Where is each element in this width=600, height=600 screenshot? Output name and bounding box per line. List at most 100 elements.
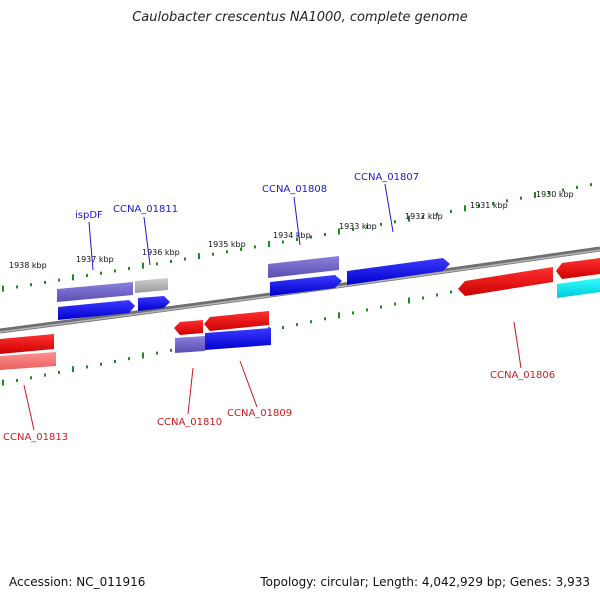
ruler-tick xyxy=(156,351,158,355)
gene-label-reverse[interactable]: CCNA_01813 xyxy=(3,432,68,443)
feature-ccna01808-gene xyxy=(270,275,342,296)
ruler-tick xyxy=(436,293,438,297)
feature-ccna01811-gene xyxy=(138,296,170,311)
feature-ccna01809-rna xyxy=(205,328,271,350)
ruler-tick xyxy=(226,250,228,254)
ruler-tick xyxy=(576,185,578,189)
ruler-tick xyxy=(44,373,46,377)
ruler-tick xyxy=(184,257,186,261)
ruler-tick xyxy=(352,311,354,315)
tick-label: 1932 kbp xyxy=(405,212,443,221)
feature-ccna01810-rna xyxy=(175,336,205,353)
ruler-tick xyxy=(506,199,508,203)
feature-ccna01809-gene xyxy=(204,311,269,331)
leader-ccna01806 xyxy=(513,321,522,369)
ruler-tick xyxy=(366,225,368,229)
ruler-tick xyxy=(450,209,452,213)
ruler-tick xyxy=(170,348,172,352)
ruler-tick xyxy=(310,320,312,324)
ruler-tick xyxy=(352,227,354,231)
ruler-tick xyxy=(268,240,270,247)
feature-ccna01808-rna xyxy=(268,256,339,278)
ruler-tick xyxy=(338,228,340,235)
feature-ccna01806-cds xyxy=(557,278,600,298)
ruler-tick xyxy=(114,359,116,363)
gene-label-forward[interactable]: CCNA_01811 xyxy=(113,204,178,215)
ruler-tick xyxy=(72,274,74,281)
ruler-tick xyxy=(590,183,592,187)
tick-label: 1933 kbp xyxy=(339,222,377,231)
ruler-tick xyxy=(58,370,60,374)
ruler-tick xyxy=(100,271,102,275)
leader-ispDF xyxy=(88,221,94,271)
tick-label: 1931 kbp xyxy=(470,201,508,210)
ruler-tick xyxy=(142,262,144,269)
gene-label-forward[interactable]: CCNA_01808 xyxy=(262,184,327,195)
gene-label-forward[interactable]: ispDF xyxy=(75,210,103,221)
feature-ccna01806-gene xyxy=(458,267,553,296)
ruler-tick xyxy=(310,235,312,239)
ruler-tick xyxy=(366,308,368,312)
tick-label: 1936 kbp xyxy=(142,248,180,257)
ruler-tick xyxy=(128,267,130,271)
ruler-tick xyxy=(436,212,438,216)
ruler-tick xyxy=(408,297,410,304)
ruler-tick xyxy=(296,323,298,327)
ruler-tick xyxy=(464,205,466,212)
ruler-tick xyxy=(156,262,158,266)
leader-ccna01807 xyxy=(384,183,394,233)
tick-label: 1938 kbp xyxy=(9,261,47,270)
ruler-tick xyxy=(114,269,116,273)
feature-ccna01806b-gene xyxy=(556,258,600,279)
leader-ccna01809 xyxy=(239,360,258,408)
ruler-tick xyxy=(282,326,284,330)
leader-ccna01813 xyxy=(23,384,35,431)
gene-label-reverse[interactable]: CCNA_01810 xyxy=(157,417,222,428)
gene-features xyxy=(0,256,600,370)
ruler-tick xyxy=(30,283,32,287)
ruler-tick xyxy=(520,196,522,200)
ruler-tick xyxy=(478,204,480,208)
map-title: Caulobacter crescentus NA1000, complete … xyxy=(132,10,468,25)
ruler-tick xyxy=(198,253,200,260)
ruler-tick xyxy=(16,285,18,289)
ruler-tick xyxy=(394,220,396,224)
leader-ccna01808 xyxy=(293,196,301,246)
ruler-tick xyxy=(548,191,550,195)
tick-label: 1937 kbp xyxy=(76,255,114,264)
ruler-tick xyxy=(380,222,382,226)
ruler-tick xyxy=(450,290,452,294)
ruler-tick xyxy=(282,240,284,244)
ruler-tick xyxy=(16,378,18,382)
ruler-tick xyxy=(296,238,298,242)
leader-ccna01811 xyxy=(143,216,151,266)
ruler-tick xyxy=(380,305,382,309)
ruler-tick xyxy=(86,365,88,369)
ruler-tick xyxy=(254,245,256,249)
ruler-tick xyxy=(128,357,130,361)
gene-labels: ispDF CCNA_01811 CCNA_01808 CCNA_01807 C… xyxy=(3,172,555,443)
feature-ccna01807-gene xyxy=(347,258,450,285)
gene-label-reverse[interactable]: CCNA_01806 xyxy=(490,370,555,381)
accession-text: Accession: NC_011916 xyxy=(9,575,146,589)
tick-label: 1934 kbp xyxy=(273,231,311,240)
ruler-tick xyxy=(408,215,410,222)
ruler-tick xyxy=(86,274,88,278)
ruler-tick xyxy=(170,259,172,263)
ruler-tick xyxy=(394,302,396,306)
ruler-tick xyxy=(58,278,60,282)
topology-summary: Topology: circular; Length: 4,042,929 bp… xyxy=(260,575,590,589)
feature-ispDF-rna xyxy=(57,282,133,302)
ruler-tick xyxy=(72,366,74,373)
gene-label-reverse[interactable]: CCNA_01809 xyxy=(227,408,292,419)
tick-label: 1935 kbp xyxy=(208,240,246,249)
feature-ccna01810-gene xyxy=(174,320,203,335)
gene-label-forward[interactable]: CCNA_01807 xyxy=(354,172,419,183)
ruler-tick xyxy=(100,362,102,366)
ruler-tick xyxy=(142,352,144,359)
feature-ccna01813-rna xyxy=(0,352,56,370)
ruler-tick xyxy=(324,233,326,237)
ruler-tick xyxy=(562,188,564,192)
